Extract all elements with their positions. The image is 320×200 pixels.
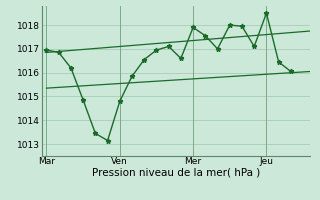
X-axis label: Pression niveau de la mer( hPa ): Pression niveau de la mer( hPa ) <box>92 168 260 178</box>
